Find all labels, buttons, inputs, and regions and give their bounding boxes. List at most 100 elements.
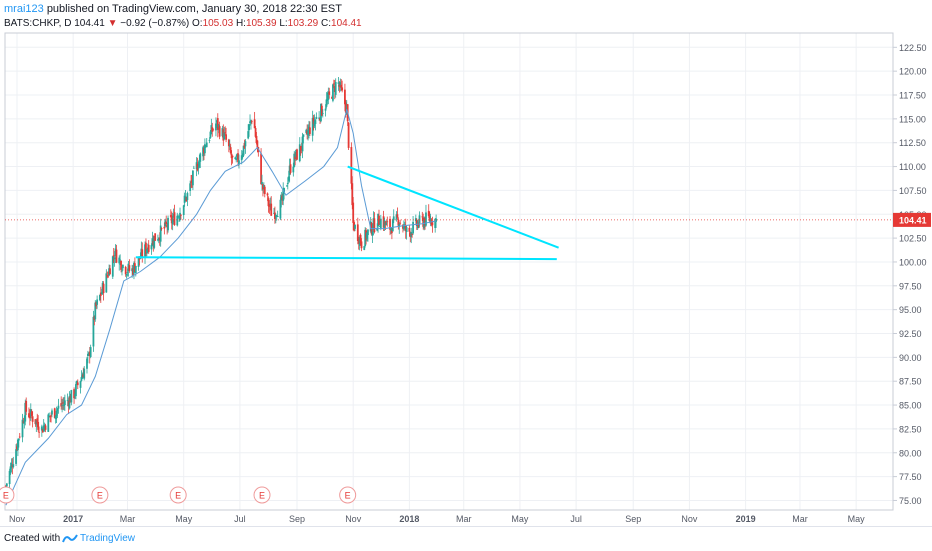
candle-body xyxy=(197,167,200,169)
price-axis[interactable]: 75.00 77.50 80.00 82.50 85.00 87.50 90.00 92.50… xyxy=(893,43,931,506)
candle-body xyxy=(288,165,291,176)
candle-body xyxy=(377,213,379,227)
candle-body xyxy=(358,237,361,246)
candle-body xyxy=(151,238,154,246)
candle-body xyxy=(76,382,79,386)
candle-body xyxy=(295,149,297,158)
candle-body xyxy=(42,425,45,431)
candle-body xyxy=(16,439,19,451)
candle-body xyxy=(341,87,344,91)
grid xyxy=(5,33,893,510)
candle-body xyxy=(294,156,297,160)
candle-body xyxy=(170,215,173,224)
candle-body xyxy=(63,400,66,406)
candle-body xyxy=(321,113,324,114)
candle-body xyxy=(186,193,189,201)
candle-body xyxy=(44,425,47,430)
candle-body xyxy=(171,219,174,225)
candle-body xyxy=(215,123,217,131)
candle-body xyxy=(229,147,232,154)
candle-body xyxy=(122,264,124,269)
candle-body xyxy=(36,418,39,424)
symbol-label: BATS:CHKP, D xyxy=(4,18,72,29)
y-tick-label: 95.00 xyxy=(899,305,922,315)
candle-body xyxy=(414,218,417,222)
candle-body xyxy=(352,202,355,223)
candle-body xyxy=(31,416,34,422)
candle-body xyxy=(280,197,283,201)
price-chart[interactable]: E E E E E 75.00 77.50 80.00 82.50 85.00 87.50 90.0… xyxy=(0,0,932,526)
x-tick-label: May xyxy=(175,514,193,524)
candle-body xyxy=(126,271,129,273)
candle-body xyxy=(312,117,315,125)
candle-body xyxy=(301,136,304,152)
last-price: 104.41 xyxy=(74,18,105,29)
candle-body xyxy=(22,421,25,424)
candle-body xyxy=(279,199,282,219)
candle-body xyxy=(429,218,432,224)
candle-body xyxy=(430,220,433,225)
candle-body xyxy=(319,118,321,120)
candle-body xyxy=(50,414,52,416)
y-tick-label: 77.50 xyxy=(899,472,922,482)
candle-body xyxy=(21,419,24,438)
candle-body xyxy=(244,141,247,147)
candle-body xyxy=(422,217,425,227)
x-tick-label: Sep xyxy=(289,514,305,524)
candle-body xyxy=(74,394,76,396)
candle-body xyxy=(411,234,414,235)
candle-body xyxy=(350,147,353,184)
candle-body xyxy=(48,415,51,417)
candle-body xyxy=(269,203,272,205)
candle-body xyxy=(392,216,395,221)
candle-body xyxy=(332,83,335,85)
y-tick-label: 110.00 xyxy=(899,162,926,172)
candle-body xyxy=(16,446,18,450)
candle-body xyxy=(416,222,419,229)
candle-body xyxy=(127,263,130,271)
candle-body xyxy=(87,353,89,357)
time-axis[interactable]: Nov 2017 Mar May Jul Sep Nov 2018 Mar May Jul Sep No… xyxy=(9,514,865,524)
candle-body xyxy=(386,221,389,223)
candle-body xyxy=(273,212,275,214)
candle-body xyxy=(211,127,214,132)
candle-body xyxy=(190,181,192,183)
candle-body xyxy=(43,424,46,429)
candle-body xyxy=(68,396,71,409)
candle-body xyxy=(378,215,380,225)
candle-body xyxy=(34,419,37,425)
candle-body xyxy=(320,105,323,116)
candle-body xyxy=(95,302,98,307)
high-value: 105.39 xyxy=(245,18,277,29)
candle-body xyxy=(333,86,336,93)
tradingview-brand[interactable]: TradingView xyxy=(80,533,136,544)
candle-body xyxy=(385,222,388,226)
candle-body xyxy=(434,219,437,228)
candle-body xyxy=(28,413,30,418)
candle-body xyxy=(165,221,168,225)
candle-body xyxy=(266,193,269,196)
y-tick-label: 122.50 xyxy=(899,43,927,53)
candle-body xyxy=(62,402,64,404)
candle-body xyxy=(408,227,411,232)
created-with-text: Created with xyxy=(4,533,61,544)
candle-body xyxy=(79,381,82,388)
candle-body xyxy=(260,153,262,185)
tradingview-logo-icon xyxy=(62,534,78,543)
candle-body xyxy=(351,183,354,206)
candle-body xyxy=(247,131,250,139)
candle-body xyxy=(240,155,243,161)
candle-body xyxy=(144,244,146,258)
y-tick-label: 117.50 xyxy=(899,91,926,101)
candle-body xyxy=(379,226,381,227)
x-tick-label: Nov xyxy=(681,514,698,524)
candle-body xyxy=(306,131,309,134)
x-tick-label: 2017 xyxy=(63,514,83,524)
trendline-layer[interactable] xyxy=(135,165,559,261)
author-link[interactable]: mrai123 xyxy=(4,3,44,15)
last-price-label: 104.41 xyxy=(899,215,927,225)
candle-body xyxy=(30,411,33,416)
candle-body xyxy=(327,92,330,100)
candle-body xyxy=(49,416,52,417)
